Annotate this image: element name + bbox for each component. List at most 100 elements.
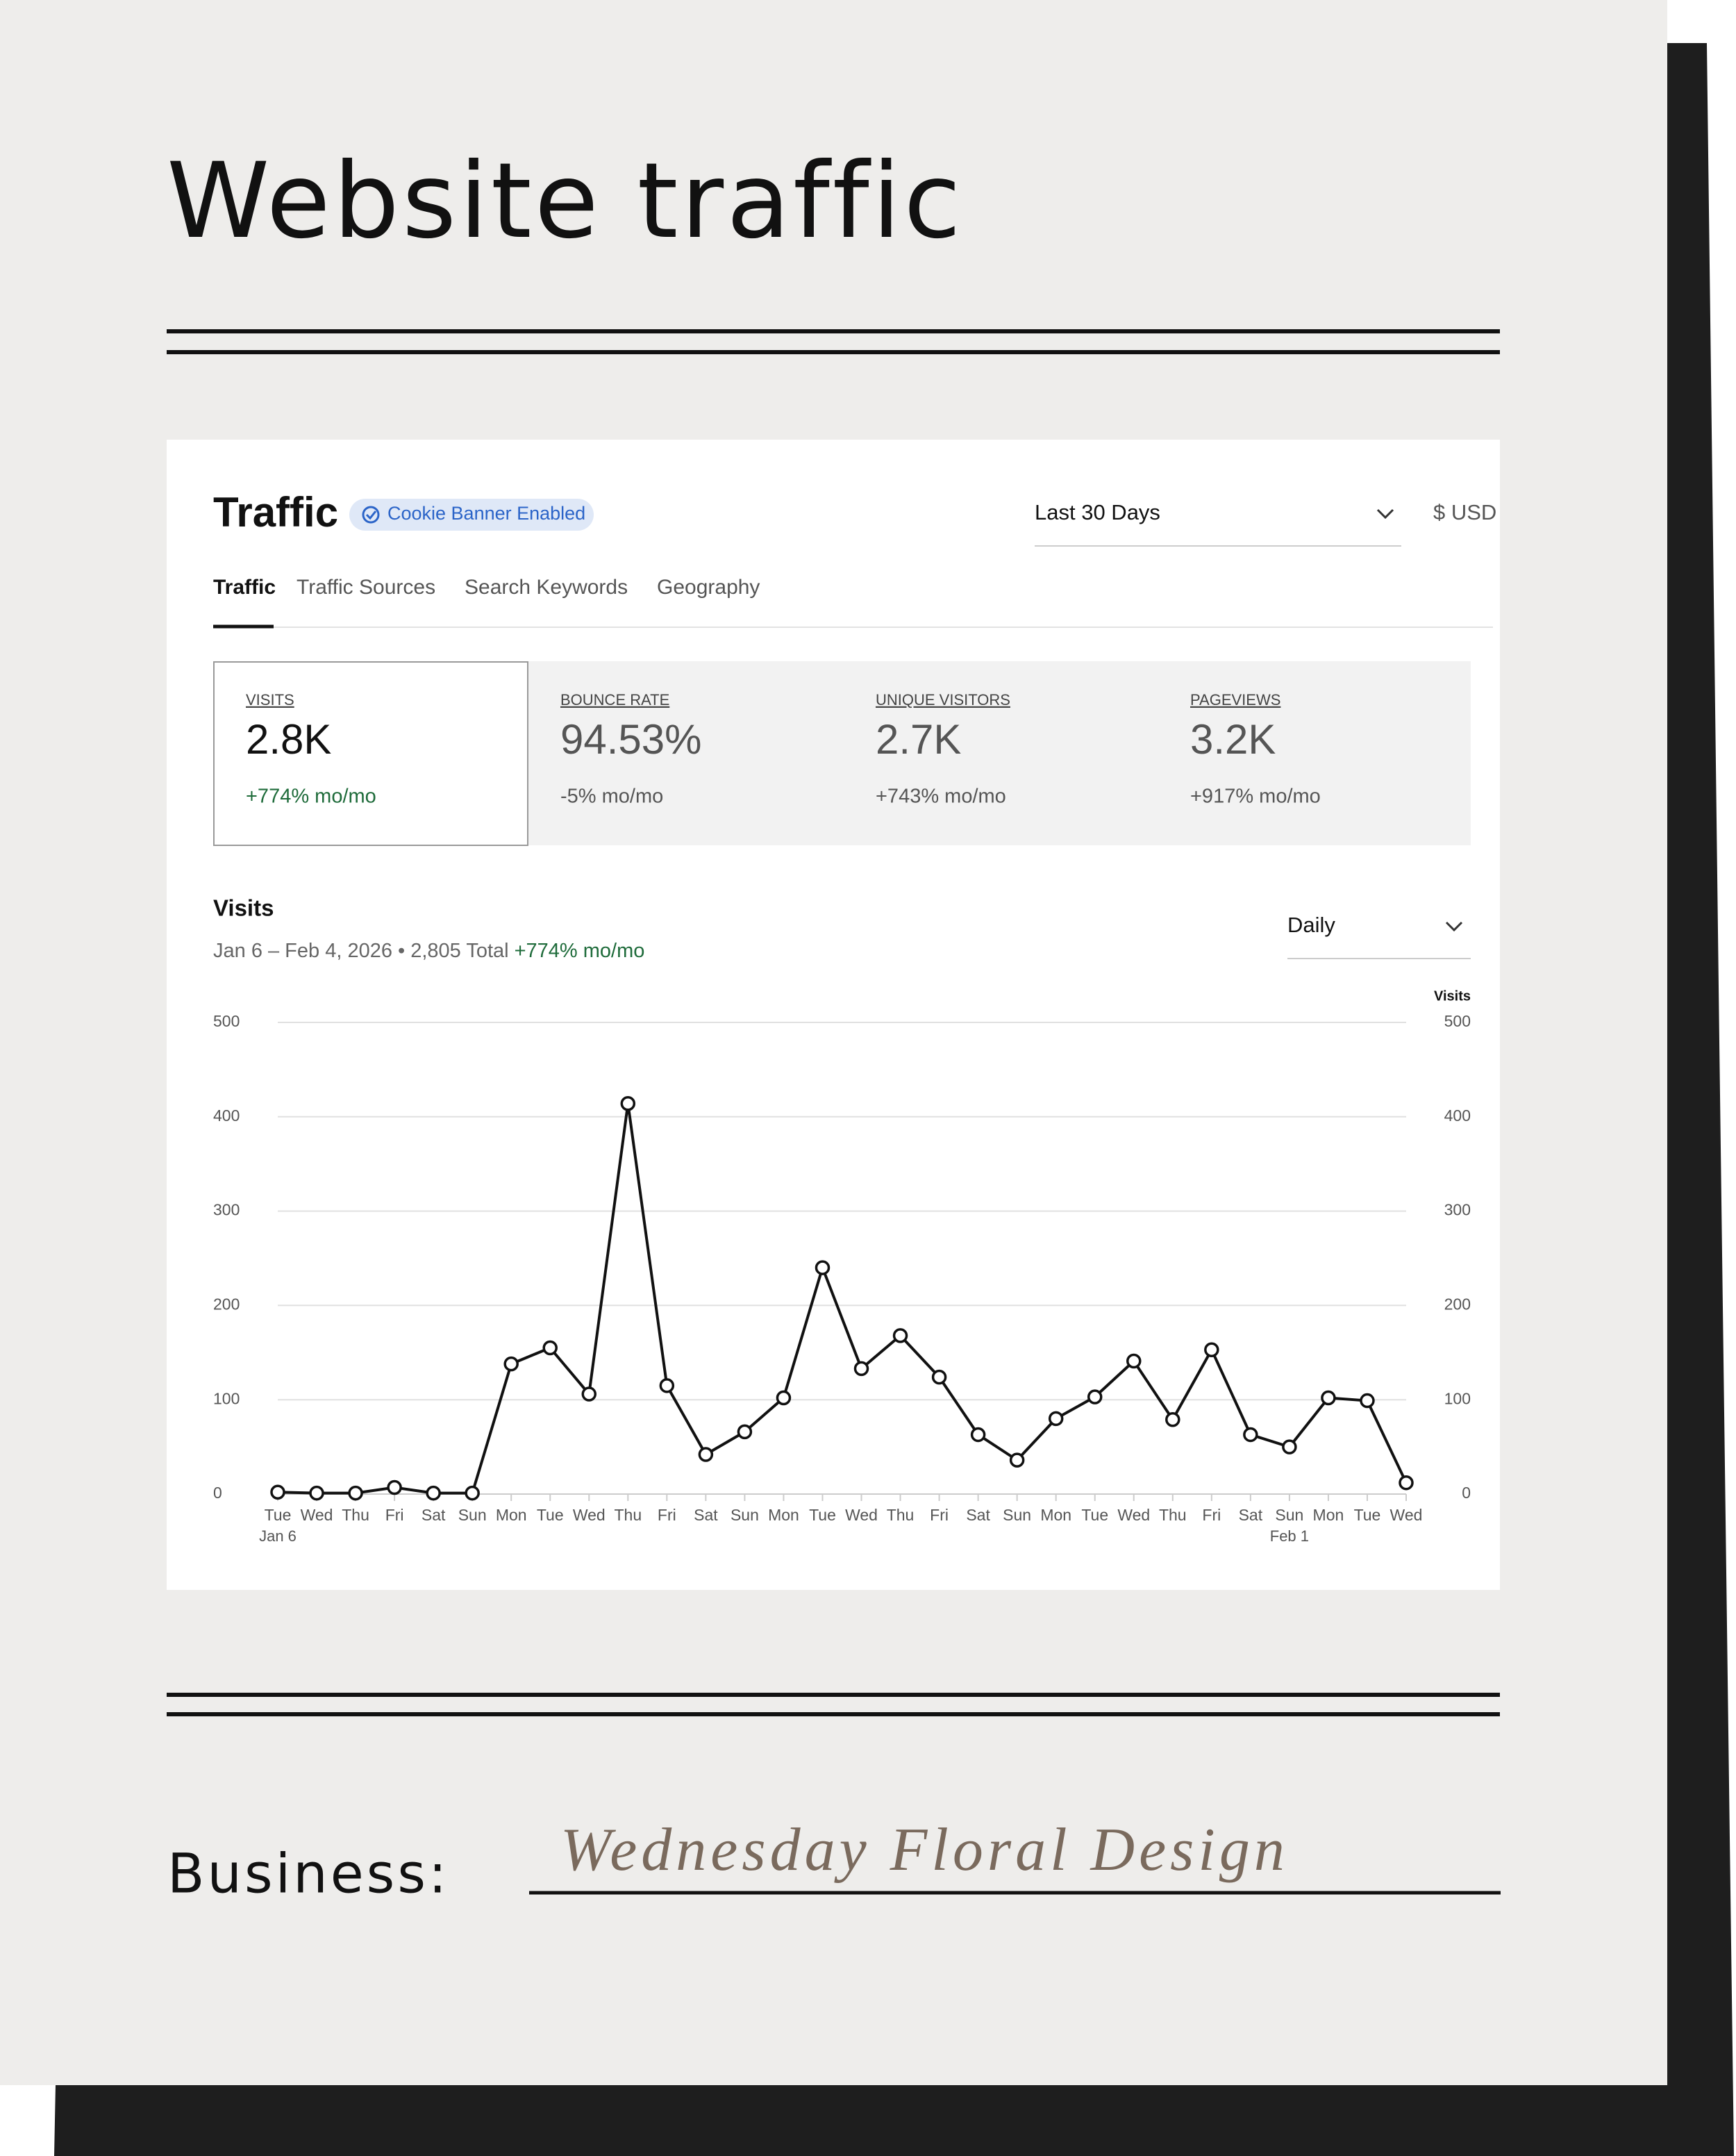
tab[interactable]: Geography (657, 576, 760, 599)
y-tick-label: 0 (213, 1484, 222, 1502)
point (1126, 1353, 1142, 1369)
metric-value: 94.53% (560, 716, 702, 763)
y-tick-label: 400 (213, 1106, 240, 1125)
metric-change: -5% mo/mo (560, 786, 663, 808)
x-tick-label: Sat (694, 1506, 718, 1524)
metric-value: 2.7K (876, 716, 961, 763)
x-tick-label: Tue (1354, 1506, 1381, 1524)
y2-axis-title: Visits (1434, 988, 1471, 1004)
metric-selected (213, 661, 528, 846)
chart-subtitle: Jan 6 – Feb 4, 2026 • 2,805 Total +774% m… (213, 940, 644, 962)
y2-tick-label: 500 (1444, 1012, 1471, 1030)
point (1321, 1390, 1336, 1406)
page-title: Website traffic (167, 141, 964, 262)
badge-text: Cookie Banner Enabled (387, 503, 585, 524)
metrics-bar (528, 661, 1471, 845)
x-tick-label: Thu (887, 1506, 915, 1524)
point (1009, 1452, 1025, 1468)
point (348, 1485, 363, 1501)
subtitle-text: Jan 6 – Feb 4, 2026 • 2,805 Total (213, 940, 509, 962)
y-tick-label: 500 (213, 1012, 240, 1030)
business-name: Wednesday Floral Design (560, 1816, 1289, 1884)
y2-tick-label: 300 (1444, 1201, 1471, 1219)
x-tick-label: Mon (768, 1506, 799, 1524)
x-tick-label: Wed (1117, 1506, 1150, 1524)
point (1360, 1393, 1375, 1409)
x-tick-label: Sun (1275, 1506, 1303, 1524)
point (270, 1484, 285, 1500)
badge-icon (362, 506, 380, 524)
x-tick-label: Tue (809, 1506, 836, 1524)
currency: $ USD (1433, 500, 1496, 524)
x-tick-label: Tue (265, 1506, 292, 1524)
x-tick-label: Sun (731, 1506, 759, 1524)
chevron[interactable] (1376, 508, 1394, 520)
metric-change: +743% mo/mo (876, 786, 1006, 808)
chart-title: Visits (213, 895, 274, 921)
point (1282, 1439, 1297, 1454)
y-tick-label: 200 (213, 1295, 240, 1313)
x-tick-label: Wed (301, 1506, 333, 1524)
x-tick-label: Fri (385, 1506, 404, 1524)
point (542, 1340, 558, 1356)
x-tick-label: Mon (1313, 1506, 1344, 1524)
tab[interactable]: Traffic (213, 576, 276, 599)
point (737, 1424, 753, 1440)
interval[interactable]: Daily (1287, 913, 1335, 937)
x-tick-label: Fri (658, 1506, 676, 1524)
x-date-label: Feb 1 (1270, 1527, 1309, 1545)
metric-change: +774% mo/mo (246, 786, 376, 808)
point (620, 1096, 636, 1111)
point (581, 1386, 597, 1402)
metric-change: +917% mo/mo (1190, 786, 1321, 808)
tab[interactable]: Search Keywords (465, 576, 628, 599)
point (465, 1485, 480, 1501)
subtitle-change: +774% mo/mo (515, 940, 645, 962)
y2-tick-label: 0 (1462, 1484, 1471, 1502)
date-range[interactable]: Last 30 Days (1035, 500, 1160, 524)
y-tick-label: 100 (213, 1389, 240, 1407)
point (1204, 1342, 1219, 1357)
point (309, 1485, 324, 1501)
metric-label: BOUNCE RATE (560, 691, 669, 708)
point (970, 1427, 986, 1443)
x-tick-label: Mon (1040, 1506, 1071, 1524)
point (426, 1485, 441, 1501)
metric-value: 2.8K (246, 716, 331, 763)
point (698, 1447, 714, 1462)
chevron[interactable] (1445, 921, 1463, 932)
x-tick-label: Thu (614, 1506, 642, 1524)
point (1243, 1427, 1258, 1443)
x-tick-label: Wed (1390, 1506, 1423, 1524)
tab[interactable]: Traffic Sources (297, 576, 435, 599)
point (892, 1328, 908, 1343)
dashboard-card (167, 440, 1500, 1590)
y-tick-label: 300 (213, 1201, 240, 1219)
x-tick-label: Fri (930, 1506, 949, 1524)
x-tick-label: Thu (1159, 1506, 1187, 1524)
y2-tick-label: 100 (1444, 1389, 1471, 1407)
x-tick-label: Fri (1202, 1506, 1221, 1524)
y2-tick-label: 200 (1444, 1295, 1471, 1313)
point (931, 1369, 947, 1385)
x-tick-label: Sun (1003, 1506, 1031, 1524)
metric-label: PAGEVIEWS (1190, 691, 1280, 708)
point (1165, 1411, 1180, 1427)
point (853, 1361, 869, 1377)
point (659, 1378, 675, 1393)
x-tick-label: Thu (342, 1506, 369, 1524)
x-date-label: Jan 6 (259, 1527, 297, 1545)
point (1087, 1389, 1103, 1404)
business-label: Business: (167, 1843, 449, 1905)
x-tick-label: Wed (845, 1506, 878, 1524)
x-tick-label: Tue (537, 1506, 564, 1524)
metric-value: 3.2K (1190, 716, 1276, 763)
point (815, 1260, 831, 1275)
x-tick-label: Wed (573, 1506, 606, 1524)
x-tick-label: Sat (1239, 1506, 1263, 1524)
dashboard-title: Traffic (213, 489, 338, 536)
point (387, 1479, 402, 1495)
x-tick-label: Sat (422, 1506, 446, 1524)
